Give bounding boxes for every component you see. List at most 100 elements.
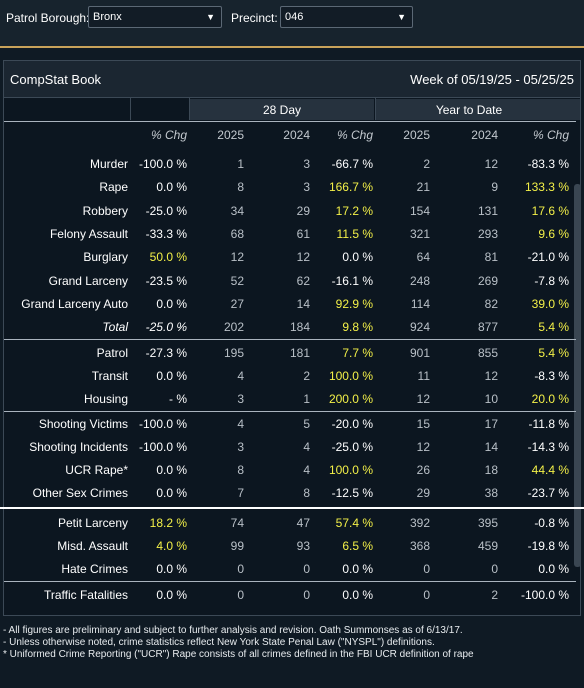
row-value-y24: 81 xyxy=(484,250,498,264)
column-divider xyxy=(189,98,190,120)
row-value-dchg: -66.7 % xyxy=(331,157,373,171)
row-value-y24: 395 xyxy=(477,516,498,530)
row-value-y24: 877 xyxy=(477,320,498,334)
row-label: Hate Crimes xyxy=(61,562,128,576)
borough-select[interactable]: Bronx ▼ xyxy=(88,6,222,28)
row-value-y25: 12 xyxy=(416,392,430,406)
row-value-y24: 10 xyxy=(484,392,498,406)
row-value-d24: 1 xyxy=(303,392,310,406)
precinct-select[interactable]: 046 ▼ xyxy=(280,6,413,28)
row-value-dchg: 11.5 % xyxy=(336,227,373,241)
row-value-y24: 2 xyxy=(491,588,498,602)
row-value-ychg: -0.8 % xyxy=(534,516,569,530)
group-header-28day xyxy=(190,99,374,120)
row-label: Other Sex Crimes xyxy=(32,486,128,500)
row-value-dchg: 0.0 % xyxy=(342,588,373,602)
row-value-wk: 0.0 % xyxy=(156,463,187,477)
row-label: UCR Rape* xyxy=(65,463,128,477)
row-value-y25: 0 xyxy=(423,588,430,602)
row-value-wk: -25.0 % xyxy=(145,320,187,334)
row-value-d25: 8 xyxy=(237,180,244,194)
row-value-ychg: 9.6 % xyxy=(538,227,569,241)
row-value-d24: 29 xyxy=(296,204,310,218)
group-label-28day: 28 Day xyxy=(262,103,302,117)
row-label: Burglary xyxy=(83,250,128,264)
section-divider xyxy=(0,507,584,509)
row-value-d25: 12 xyxy=(230,250,244,264)
row-value-dchg: 200.0 % xyxy=(328,392,373,406)
row-label: Felony Assault xyxy=(49,227,128,241)
row-label: Grand Larceny xyxy=(48,274,128,288)
row-value-y24: 459 xyxy=(477,539,498,553)
row-value-y25: 368 xyxy=(409,539,430,553)
row-value-wk: -100.0 % xyxy=(138,417,187,431)
row-value-y25: 64 xyxy=(416,250,430,264)
row-value-d24: 14 xyxy=(296,297,310,311)
row-value-wk: 4.0 % xyxy=(156,539,187,553)
row-value-y25: 924 xyxy=(409,320,430,334)
row-label: Patrol xyxy=(96,346,128,360)
row-value-ychg: -21.0 % xyxy=(527,250,569,264)
row-value-y25: 12 xyxy=(416,440,430,454)
compstat-panel: CompStat Book Week of 05/19/25 - 05/25/2… xyxy=(3,60,581,616)
row-value-dchg: 9.8 % xyxy=(342,320,373,334)
panel-title: CompStat Book xyxy=(10,72,102,87)
week-range: Week of 05/19/25 - 05/25/25 xyxy=(410,72,574,87)
row-value-y24: 0 xyxy=(491,562,498,576)
row-value-d24: 2 xyxy=(303,369,310,383)
row-value-ychg: 17.6 % xyxy=(531,204,569,218)
row-value-y24: 17 xyxy=(484,417,498,431)
row-value-y25: 392 xyxy=(409,516,430,530)
row-value-y25: 248 xyxy=(409,274,430,288)
row-label: Murder xyxy=(89,157,128,171)
row-value-wk: 0.0 % xyxy=(156,369,187,383)
row-value-dchg: 17.2 % xyxy=(335,204,373,218)
row-value-y24: 293 xyxy=(477,227,498,241)
scrollbar[interactable] xyxy=(574,184,581,567)
footnote-1: - All figures are preliminary and subjec… xyxy=(3,625,463,636)
row-label: Total xyxy=(102,320,128,334)
row-value-d24: 181 xyxy=(289,346,310,360)
column-divider xyxy=(130,98,131,120)
row-value-y24: 131 xyxy=(477,204,498,218)
row-value-y24: 12 xyxy=(484,157,498,171)
row-value-d24: 47 xyxy=(296,516,310,530)
group-label-ytd: Year to Date xyxy=(435,103,503,117)
row-value-d24: 4 xyxy=(303,463,310,477)
row-value-wk: -27.3 % xyxy=(145,346,187,360)
precinct-value: 046 xyxy=(285,11,304,23)
row-value-wk: 0.0 % xyxy=(156,180,187,194)
row-label: Robbery xyxy=(82,204,128,218)
row-value-y24: 82 xyxy=(484,297,498,311)
row-value-wk: -100.0 % xyxy=(138,157,187,171)
panel-header: CompStat Book Week of 05/19/25 - 05/25/2… xyxy=(4,61,580,98)
row-value-d24: 5 xyxy=(303,417,310,431)
column-header: 2024 xyxy=(471,128,498,142)
row-value-dchg: 0.0 % xyxy=(342,562,373,576)
row-value-d25: 99 xyxy=(230,539,244,553)
row-value-wk: 0.0 % xyxy=(156,562,187,576)
row-value-ychg: -11.8 % xyxy=(528,417,569,431)
row-value-ychg: -19.8 % xyxy=(527,539,569,553)
borough-label: Patrol Borough: xyxy=(6,11,90,25)
row-value-dchg: 100.0 % xyxy=(328,463,373,477)
column-header: 2024 xyxy=(283,128,310,142)
row-value-dchg: 6.5 % xyxy=(342,539,373,553)
row-label: Housing xyxy=(83,392,128,406)
row-value-d25: 34 xyxy=(230,204,244,218)
precinct-label: Precinct: xyxy=(231,11,278,25)
row-value-d24: 61 xyxy=(296,227,310,241)
row-value-d25: 74 xyxy=(230,516,244,530)
column-header: % Chg xyxy=(532,128,569,142)
row-value-d25: 1 xyxy=(237,157,244,171)
row-value-d24: 184 xyxy=(289,320,310,334)
row-value-y24: 38 xyxy=(484,486,498,500)
row-label: Grand Larceny Auto xyxy=(21,297,128,311)
row-value-y25: 154 xyxy=(409,204,430,218)
row-value-d25: 3 xyxy=(237,392,244,406)
footnote-2: - Unless otherwise noted, crime statisti… xyxy=(3,637,435,648)
row-value-wk: 50.0 % xyxy=(149,250,187,264)
row-value-ychg: 20.0 % xyxy=(531,392,569,406)
row-value-wk: 0.0 % xyxy=(156,588,187,602)
row-value-y25: 11 xyxy=(417,369,430,383)
